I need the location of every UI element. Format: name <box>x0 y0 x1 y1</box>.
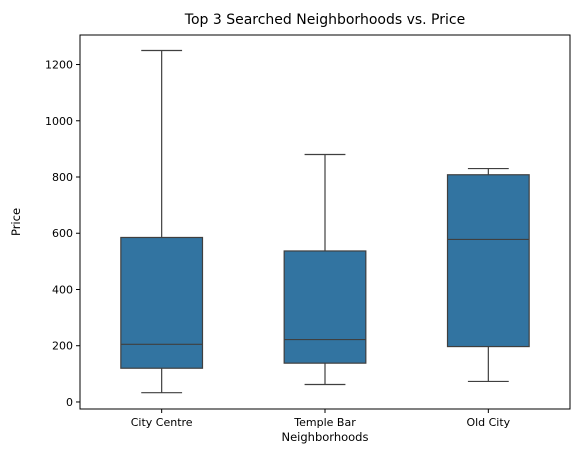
x-tick-label: Old City <box>466 416 510 429</box>
y-tick-label: 1000 <box>45 115 73 128</box>
iqr-box <box>283 250 367 364</box>
box-city-centre <box>120 49 204 394</box>
x-axis-label: Neighborhoods <box>282 430 369 444</box>
box-old-city <box>446 167 530 383</box>
y-tick-label: 1200 <box>45 59 73 72</box>
y-tick-label: 800 <box>52 171 73 184</box>
iqr-box <box>120 236 204 369</box>
box-temple-bar <box>283 153 367 386</box>
iqr-box <box>446 174 530 348</box>
plot-area: 0 200 400 600 800 1000 1200 City Centre Temple B… <box>45 34 571 429</box>
y-axis-label: Price <box>9 208 23 236</box>
y-tick-label: 200 <box>52 340 73 353</box>
x-tick-label: City Centre <box>131 416 193 429</box>
y-tick-label: 0 <box>66 396 73 409</box>
chart-title: Top 3 Searched Neighborhoods vs. Price <box>184 12 465 28</box>
x-tick-label: Temple Bar <box>293 416 356 429</box>
y-tick-label: 600 <box>52 227 73 240</box>
y-tick-label: 400 <box>52 283 73 296</box>
